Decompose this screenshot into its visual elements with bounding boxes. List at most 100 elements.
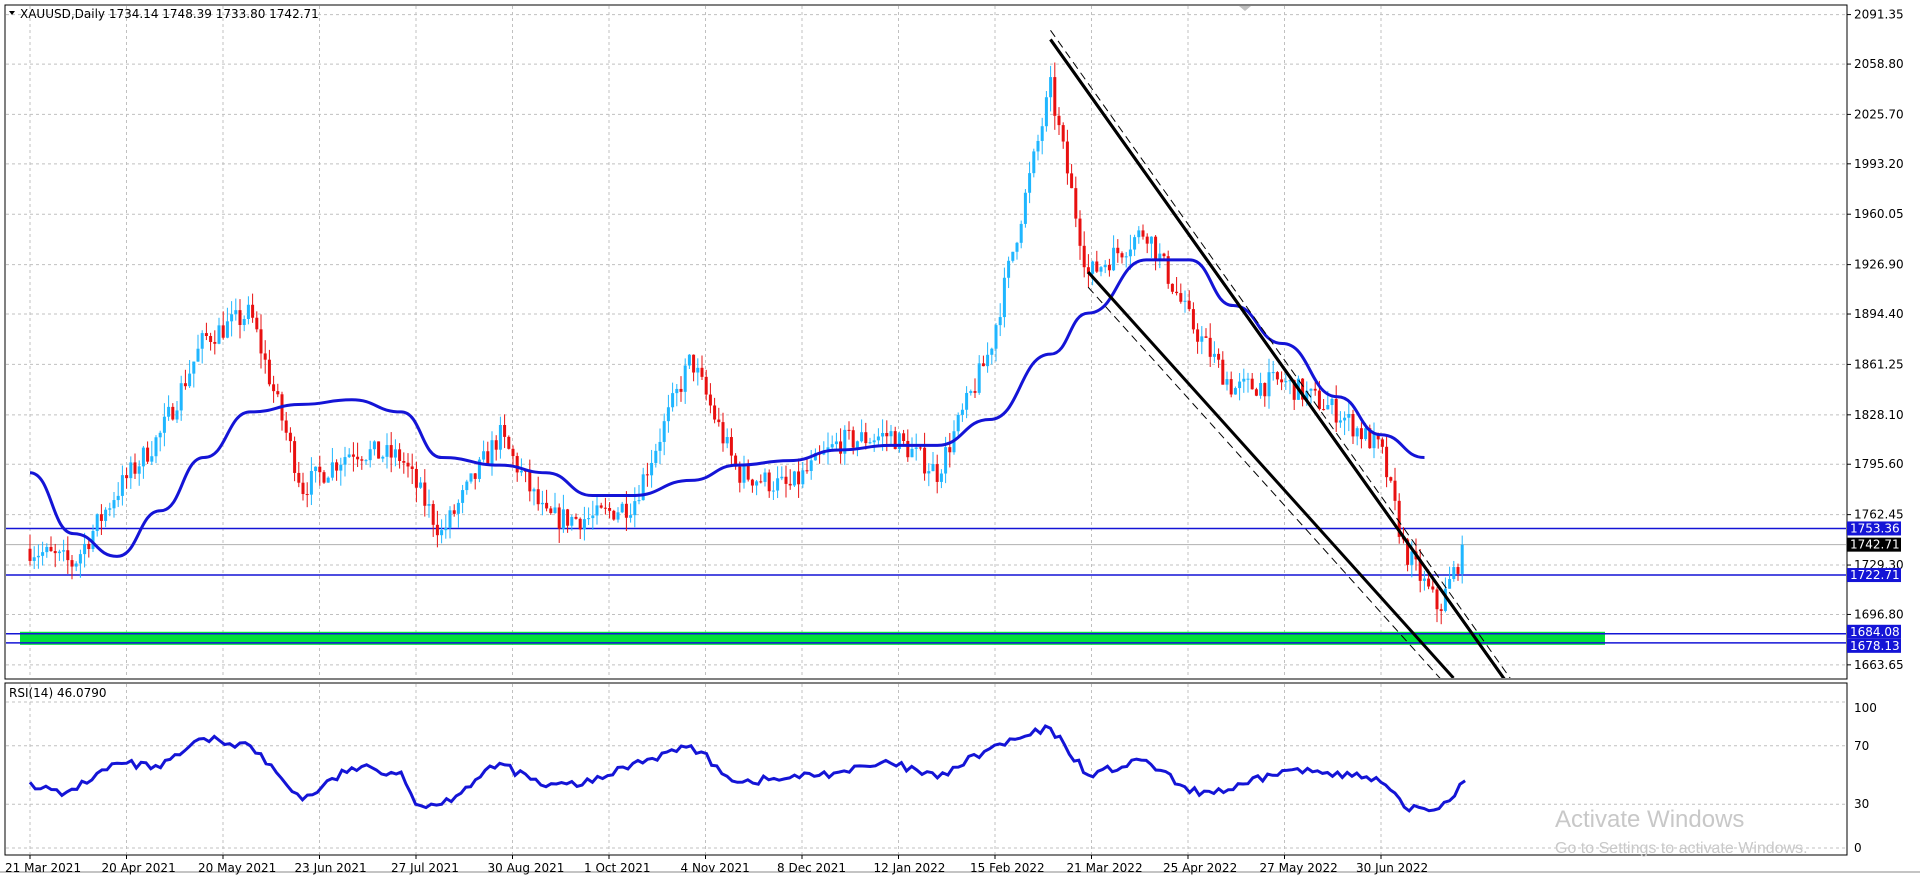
- candle-body: [599, 505, 603, 508]
- candle-body: [1162, 253, 1166, 257]
- candle-body: [692, 354, 696, 373]
- candle-body: [272, 384, 276, 392]
- candle-body: [326, 477, 330, 483]
- rsi-tick-label: 100: [1854, 701, 1877, 715]
- candle-body: [440, 530, 444, 536]
- candle-body: [1070, 173, 1074, 189]
- candle-body: [813, 453, 817, 461]
- candle-body: [792, 471, 796, 486]
- candle-body: [755, 481, 759, 486]
- candle-body: [645, 474, 649, 476]
- candle-body: [1364, 428, 1368, 440]
- rsi-tick-label: 30: [1854, 797, 1869, 811]
- candle-body: [767, 472, 771, 492]
- candle-body: [1427, 578, 1431, 587]
- candle-body: [372, 441, 376, 450]
- x-tick-label: 27 Jul 2021: [391, 861, 459, 875]
- candle-body: [1124, 256, 1128, 258]
- candle-body: [1133, 237, 1137, 250]
- candle-body: [259, 329, 263, 354]
- candle-body: [1120, 253, 1124, 258]
- channel-lower-line[interactable]: [1087, 271, 1455, 678]
- candle-body: [616, 512, 620, 520]
- channel-upper-line[interactable]: [1049, 38, 1514, 693]
- candle-body: [683, 365, 687, 392]
- candle-body: [196, 348, 200, 362]
- candle-body: [62, 550, 66, 552]
- candle-body: [1044, 97, 1048, 127]
- candle-body: [99, 514, 103, 521]
- candle-body: [473, 473, 477, 479]
- candle-body: [1112, 247, 1116, 271]
- x-tick-label: 15 Feb 2022: [970, 861, 1045, 875]
- candle-body: [423, 482, 427, 506]
- candle-body: [872, 440, 876, 443]
- candle-body: [28, 548, 32, 561]
- candle-body: [57, 551, 61, 554]
- candle-body: [759, 481, 763, 483]
- y-tick-label: 1960.05: [1854, 207, 1904, 221]
- candle-body: [351, 454, 355, 457]
- candle-body: [402, 461, 406, 463]
- candle-body: [435, 524, 439, 536]
- candle-body: [477, 459, 481, 479]
- candle-body: [624, 503, 628, 518]
- channel-upper-dashed-line[interactable]: [1050, 30, 1514, 684]
- candle-body: [885, 432, 889, 437]
- candle-body: [675, 388, 679, 394]
- candle-body: [708, 394, 712, 406]
- symbol-dropdown-icon[interactable]: [9, 11, 15, 15]
- candle-body: [53, 551, 57, 554]
- candle-body: [1301, 378, 1305, 400]
- candle-body: [330, 462, 334, 478]
- main-panel[interactable]: [4, 4, 1848, 680]
- candle-body: [1065, 141, 1069, 174]
- candle-body: [939, 473, 943, 482]
- candle-body: [389, 445, 393, 458]
- candle-body: [1376, 433, 1380, 440]
- candle-body: [95, 514, 99, 532]
- descending-channel[interactable]: [1049, 30, 1514, 693]
- candle-body: [797, 471, 801, 485]
- x-tick-label: 12 Jan 2022: [874, 861, 946, 875]
- candle-body: [83, 543, 87, 555]
- candle-body: [74, 563, 78, 567]
- candle-body: [738, 466, 742, 483]
- candle-body: [679, 388, 683, 392]
- candle-body: [1179, 293, 1183, 302]
- candle-body: [322, 472, 326, 483]
- channel-lower-dashed-line[interactable]: [1087, 286, 1453, 693]
- candle-body: [1284, 381, 1288, 383]
- candle-body: [1095, 261, 1099, 272]
- candle-body: [1292, 380, 1296, 400]
- rsi-grid: [6, 684, 1846, 854]
- time-axis[interactable]: 21 Mar 2021 20 Apr 2021 20 May 2021 23 Jun …: [5, 855, 1428, 875]
- candle-body: [700, 367, 704, 377]
- candle-body: [318, 466, 322, 473]
- candle-body: [910, 448, 914, 458]
- candle-body: [1267, 372, 1271, 397]
- rsi-axis[interactable]: 100 70 30 0: [1854, 701, 1877, 855]
- candle-body: [108, 508, 112, 510]
- level-tag-label: 1684.08: [1850, 625, 1900, 639]
- candle-body: [1317, 390, 1321, 410]
- candle-body: [162, 416, 166, 433]
- y-tick-label: 2058.80: [1854, 57, 1904, 71]
- candle-body: [1288, 380, 1292, 382]
- candle-body: [1380, 439, 1384, 447]
- candle-body: [217, 325, 221, 344]
- x-tick-label: 21 Mar 2021: [5, 861, 81, 875]
- candle-body: [1061, 125, 1065, 142]
- y-tick-label: 2025.70: [1854, 107, 1904, 121]
- y-tick-label: 1828.10: [1854, 408, 1904, 422]
- candle-body: [1254, 389, 1258, 396]
- candle-body: [1460, 544, 1464, 574]
- candle-body: [297, 472, 301, 483]
- candle-body: [851, 430, 855, 448]
- candle-body: [1082, 245, 1086, 268]
- candle-body: [998, 317, 1002, 326]
- rsi-panel[interactable]: [4, 682, 1848, 856]
- candle-body: [994, 325, 998, 349]
